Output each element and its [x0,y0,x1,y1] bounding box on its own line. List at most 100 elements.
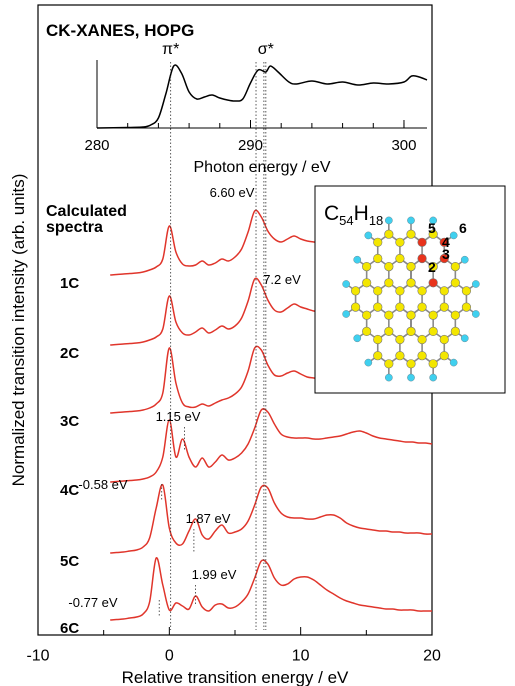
hydrogen-atom [365,232,372,239]
hydrogen-atom [430,374,437,381]
hydrogen-atom [343,310,350,317]
hydrogen-atom [472,310,479,317]
carbon-atom [351,303,360,312]
carbon-atom [451,279,460,288]
hydrogen-atom [472,280,479,287]
series-label: 2C [60,345,79,362]
x-tick-label: 280 [84,137,109,154]
site-label: 6 [459,220,467,236]
peak-energy-label: 6.60 eV [210,185,255,200]
chart-title: CK-XANES, HOPG [46,21,194,40]
formula-element: H [354,202,369,225]
carbon-atom [429,327,438,336]
carbon-atom [407,360,416,369]
spectrum-line [97,65,427,128]
x-axis-label: Relative transition energy / eV [122,668,349,686]
x-tick-label: 10 [292,647,310,664]
carbon-atom [373,254,382,263]
hydrogen-atom [385,217,392,224]
x-tick-label: -10 [26,647,49,664]
x-tick-label: 0 [165,647,174,664]
carbon-atom [385,360,394,369]
hydrogen-atom [407,374,414,381]
carbon-atom [462,287,471,296]
carbon-atom [440,303,449,312]
hydrogen-atom [461,335,468,342]
carbon-atom [373,238,382,247]
carbon-atom [373,287,382,296]
carbon-atom [362,327,371,336]
carbon-atom [362,279,371,288]
carbon-atom [407,327,416,336]
series-label: 4C [60,482,79,499]
carbon-atom [373,335,382,344]
site-label: 4 [442,234,450,250]
spectrum-line [110,485,432,553]
carbon-atom [429,360,438,369]
page: {"chart_data": [ {"type": "line", "title… [0,0,515,686]
site-atom [418,238,427,247]
hydrogen-atom [343,280,350,287]
carbon-atom [385,230,394,239]
carbon-atom [462,303,471,312]
figure: C54H1823456 280290300Photon energy / eV1… [0,0,515,686]
heading: spectra [46,219,103,236]
spectrum-line [110,558,432,620]
formula-subscript: 54 [339,213,353,228]
hydrogen-atom [461,256,468,263]
carbon-atom [362,262,371,271]
peak-energy-label: -0.77 eV [68,595,117,610]
carbon-atom [396,254,405,263]
site-atom [418,254,427,263]
x-tick-label: 20 [423,647,441,664]
peak-energy-label: 1.99 eV [192,567,237,582]
hydrogen-atom [354,256,361,263]
hydrogen-atom [385,374,392,381]
carbon-atom [385,311,394,320]
x-axis-label: Photon energy / eV [194,159,331,176]
series-label: 3C [60,413,79,430]
hydrogen-atom [450,359,457,366]
carbon-atom [407,262,416,271]
carbon-atom [362,311,371,320]
formula-element: C [324,202,339,225]
peak-energy-label: 1.15 eV [156,409,201,424]
heading: Calculated [46,203,127,220]
series-label: 5C [60,553,79,570]
peak-label: σ* [258,41,274,58]
carbon-atom [373,351,382,360]
carbon-atom [418,335,427,344]
peak-label: π* [162,41,179,58]
series-label: 6C [60,620,79,637]
carbon-atom [451,327,460,336]
carbon-atom [407,230,416,239]
carbon-atom [396,303,405,312]
peak-energy-label: -0.58 eV [78,477,127,492]
carbon-atom [396,287,405,296]
hydrogen-atom [354,335,361,342]
carbon-atom [385,262,394,271]
carbon-atom [440,335,449,344]
x-tick-label: 290 [238,137,263,154]
carbon-atom [418,287,427,296]
carbon-atom [418,303,427,312]
site-label: 2 [428,259,436,275]
series-label: 1C [60,275,79,292]
carbon-atom [396,351,405,360]
carbon-atom [451,262,460,271]
carbon-atom [429,311,438,320]
hydrogen-atom [450,232,457,239]
peak-energy-label: 7.2 eV [263,272,301,287]
carbon-atom [385,279,394,288]
peak-energy-label: 1.87 eV [186,511,231,526]
carbon-atom [440,287,449,296]
y-axis-label: Normalized transition intensity (arb. un… [9,174,28,487]
carbon-atom [351,287,360,296]
site-label: 5 [428,220,436,236]
carbon-atom [407,279,416,288]
hydrogen-atom [407,217,414,224]
carbon-atom [396,335,405,344]
x-tick-label: 300 [391,137,416,154]
carbon-atom [418,351,427,360]
